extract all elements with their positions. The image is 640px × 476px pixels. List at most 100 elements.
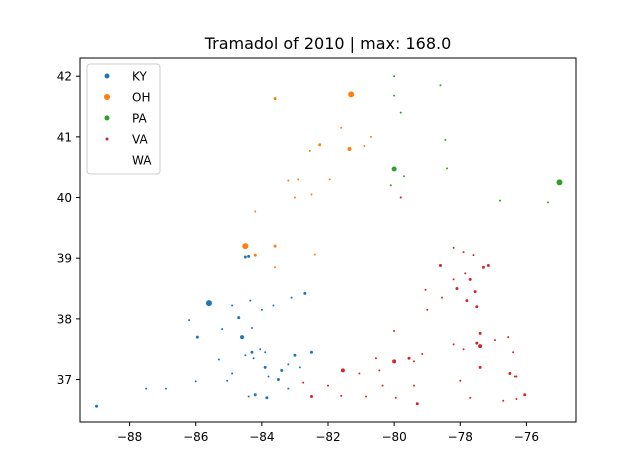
point-oh <box>328 178 331 181</box>
point-oh <box>340 126 343 129</box>
point-ky <box>243 255 247 259</box>
point-va <box>472 254 475 257</box>
point-ky <box>247 254 251 258</box>
point-ky <box>259 348 262 351</box>
point-oh <box>253 253 257 257</box>
point-va <box>392 359 397 364</box>
point-va <box>462 251 465 254</box>
point-oh <box>273 244 277 248</box>
point-ky <box>226 379 229 382</box>
point-va <box>464 272 467 275</box>
point-va <box>381 384 384 387</box>
point-va <box>469 396 472 399</box>
point-va <box>512 351 515 354</box>
point-oh <box>363 144 366 147</box>
point-oh <box>242 243 249 250</box>
point-va <box>421 353 424 356</box>
point-oh <box>254 210 257 213</box>
chart-title: Tramadol of 2010 | max: 168.0 <box>204 34 452 53</box>
point-va <box>462 348 465 351</box>
point-va <box>507 336 510 339</box>
point-va <box>473 290 477 294</box>
point-ky <box>293 353 297 357</box>
point-pa <box>391 166 397 172</box>
point-pa <box>439 84 442 87</box>
point-va <box>327 384 329 387</box>
point-ky <box>231 372 234 375</box>
point-va <box>438 263 442 267</box>
point-oh <box>273 97 277 101</box>
point-ky <box>247 395 250 398</box>
x-tick-label: −78 <box>448 430 473 444</box>
legend: KY OH PA VA WA <box>86 63 161 175</box>
y-tick-label: 37 <box>57 373 72 387</box>
point-ky <box>303 291 307 295</box>
point-va <box>513 375 516 378</box>
x-tick-label: −80 <box>381 430 406 444</box>
point-ky <box>260 308 263 311</box>
legend-label-pa: PA <box>132 112 147 126</box>
legend-label-va: VA <box>132 133 148 147</box>
point-va <box>452 246 455 249</box>
point-pa <box>389 184 392 187</box>
point-ky <box>272 304 275 307</box>
point-pa <box>546 201 549 204</box>
point-ky <box>250 326 253 329</box>
point-va <box>358 372 361 375</box>
point-ky <box>276 378 280 382</box>
x-tick-label: −76 <box>514 430 539 444</box>
point-va <box>378 369 381 372</box>
y-tick-label: 42 <box>57 70 72 84</box>
point-ky <box>267 375 270 378</box>
legend-label-oh: OH <box>132 91 150 105</box>
point-ky <box>205 300 212 307</box>
point-va <box>441 296 444 299</box>
point-va <box>478 331 482 335</box>
point-va <box>515 375 518 378</box>
point-va <box>465 299 469 303</box>
point-oh <box>310 193 313 196</box>
point-oh <box>318 143 322 147</box>
point-va <box>459 379 462 382</box>
point-va <box>452 278 455 281</box>
point-va <box>340 394 343 397</box>
point-oh <box>274 266 277 269</box>
point-va <box>452 343 455 346</box>
point-pa <box>399 111 402 114</box>
point-oh <box>308 149 311 152</box>
point-va <box>407 356 411 360</box>
point-oh <box>287 179 290 182</box>
y-tick-label: 39 <box>57 252 72 266</box>
point-ky <box>231 304 234 307</box>
x-tick-label: −82 <box>315 430 340 444</box>
x-tick-label: −84 <box>249 430 274 444</box>
point-va <box>481 265 485 269</box>
point-pa <box>498 199 501 202</box>
point-oh <box>369 135 372 138</box>
point-va <box>424 288 427 291</box>
point-oh <box>347 147 352 151</box>
point-ky <box>280 368 284 372</box>
point-oh <box>293 196 296 199</box>
point-va <box>475 305 479 309</box>
point-oh <box>297 178 300 181</box>
point-ky <box>265 396 269 400</box>
point-va <box>478 365 482 369</box>
point-ky <box>195 335 199 339</box>
point-ky <box>290 296 293 299</box>
point-va <box>508 371 512 375</box>
point-va <box>468 277 472 281</box>
point-va <box>415 402 419 406</box>
x-axis: −88 −86 −84 −82 −80 −78 −76 <box>117 422 539 444</box>
points-layer <box>95 75 563 408</box>
point-ky <box>221 328 224 331</box>
point-pa <box>393 94 396 97</box>
point-va <box>486 263 490 267</box>
point-ky <box>145 387 148 390</box>
point-ky <box>95 404 99 408</box>
legend-marker-pa <box>104 115 110 121</box>
point-ky <box>264 351 267 354</box>
point-va <box>475 341 479 345</box>
legend-box <box>86 63 161 175</box>
point-va <box>426 308 429 311</box>
